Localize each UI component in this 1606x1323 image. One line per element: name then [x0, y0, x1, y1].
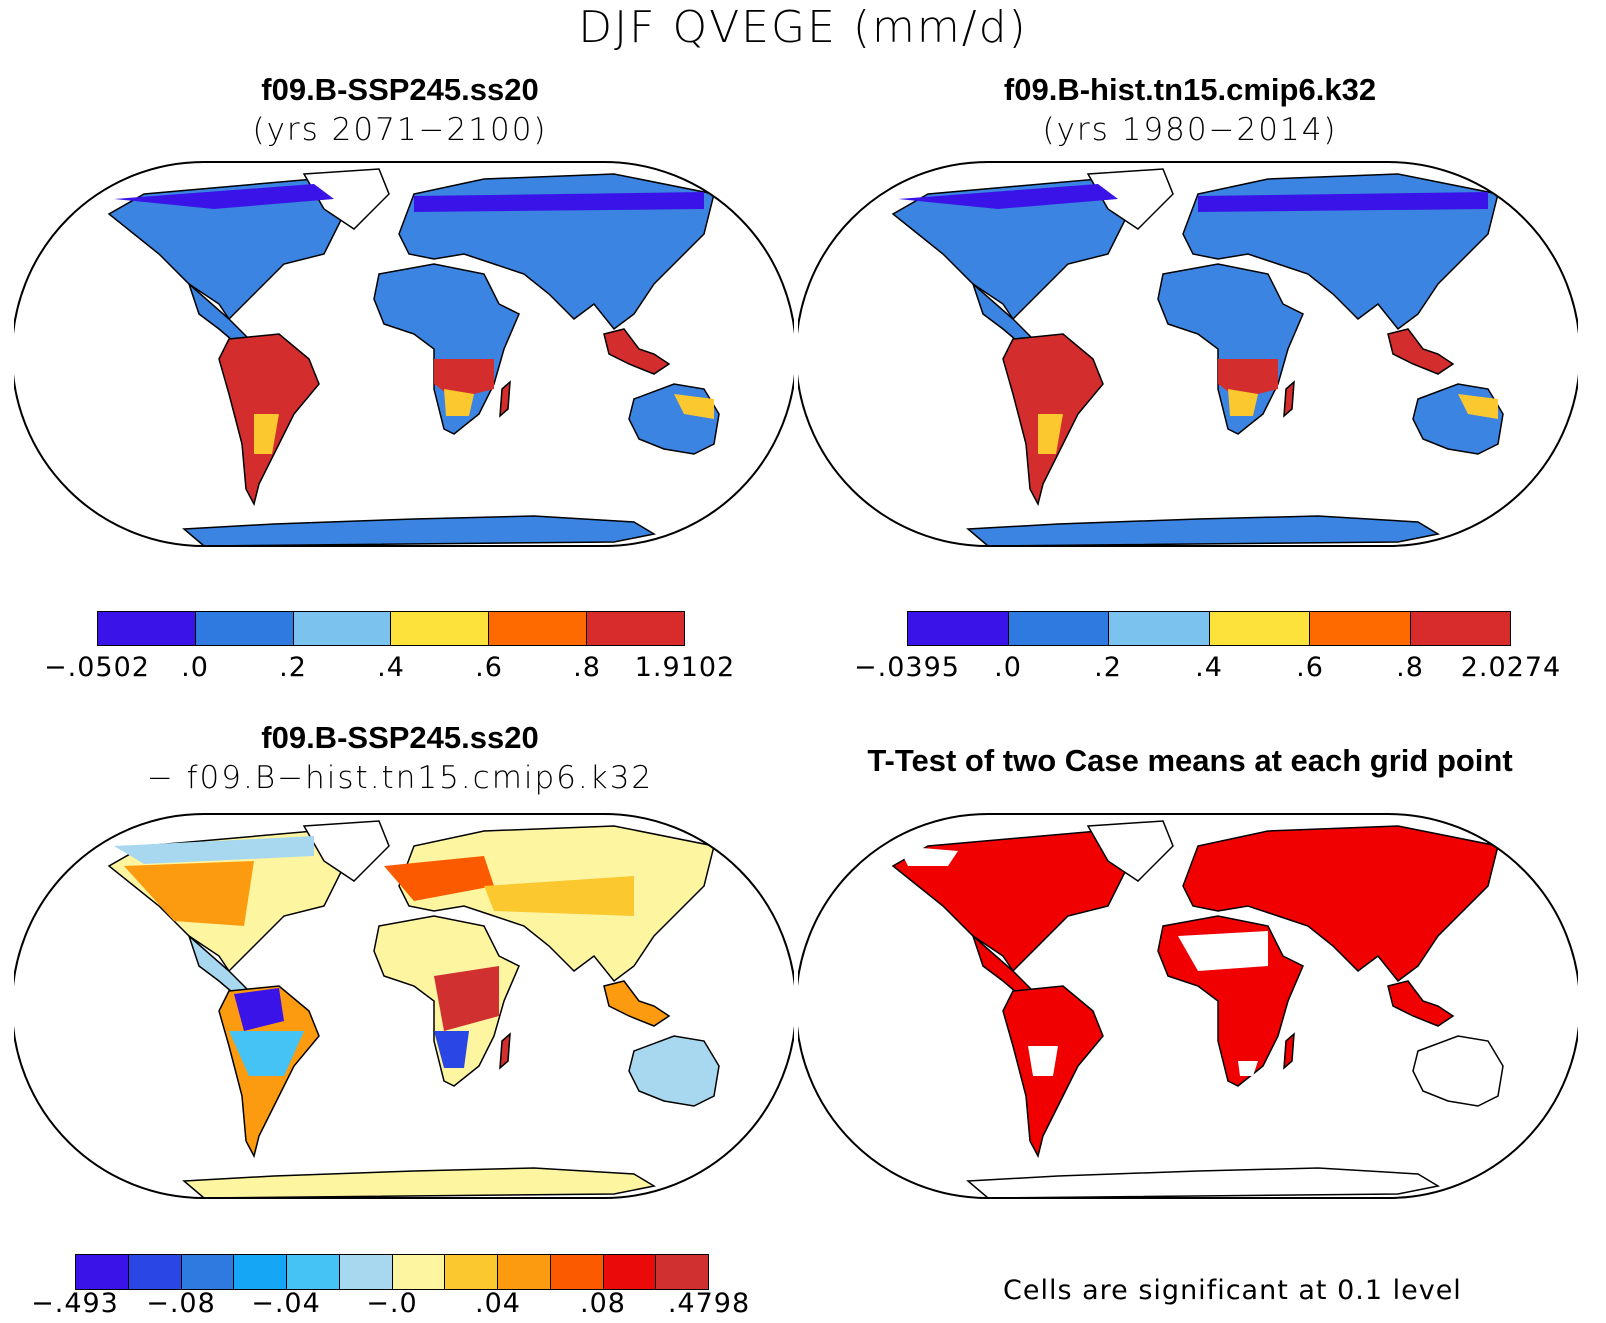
panel1-tick-6: .8 — [573, 652, 601, 683]
panel3-swatch-11 — [603, 1255, 657, 1289]
panel4-map — [798, 813, 1578, 1199]
panel1-tick-2: .0 — [181, 652, 209, 683]
panel3-tick-1: −.493 — [31, 1288, 119, 1319]
panel1-swatch-6 — [587, 612, 684, 645]
panel3-tick-3: −.04 — [251, 1288, 321, 1319]
panel3-subtitle: − f09.B−hist.tn15.cmip6.k32 — [146, 760, 654, 796]
panel1-swatch-2 — [195, 612, 294, 645]
panel2-tick-6: .8 — [1396, 652, 1424, 683]
panel3-tick-2: −.08 — [146, 1288, 216, 1319]
panel3-swatch-12 — [656, 1255, 708, 1289]
panel3-swatch-2 — [128, 1255, 182, 1289]
panel2-swatch-2 — [1008, 612, 1109, 645]
panel3-swatch-1 — [76, 1255, 129, 1289]
significance-note: Cells are significant at 0.1 level — [1003, 1275, 1462, 1306]
panel2-swatch-4 — [1209, 612, 1310, 645]
panel1-swatch-5 — [489, 612, 588, 645]
panel1-subtitle: (yrs 2071−2100) — [252, 112, 548, 148]
panel1-tick-1: −.0502 — [44, 652, 150, 683]
panel1-swatch-4 — [391, 612, 490, 645]
panel3-title: f09.B-SSP245.ss20 — [261, 720, 539, 755]
panel3-swatch-7 — [392, 1255, 446, 1289]
panel3-tick-5: .04 — [475, 1288, 521, 1319]
panel1-swatch-3 — [293, 612, 392, 645]
panel2-title: f09.B-hist.tn15.cmip6.k32 — [1003, 72, 1377, 107]
panel3-swatch-8 — [445, 1255, 498, 1289]
panel2-tick-1: −.0395 — [854, 652, 960, 683]
panel1-tick-4: .4 — [377, 652, 405, 683]
panel1-map — [14, 161, 794, 547]
panel2-tick-5: .6 — [1296, 652, 1324, 683]
panel2-swatch-1 — [908, 612, 1009, 645]
panel3-tick-6: .08 — [580, 1288, 626, 1319]
panel3-swatch-5 — [287, 1255, 340, 1289]
panel3-swatch-4 — [234, 1255, 287, 1289]
panel3-swatch-10 — [550, 1255, 604, 1289]
panel2-colorbar — [907, 611, 1511, 646]
panel2-swatch-6 — [1410, 612, 1510, 645]
panel2-tick-3: .2 — [1094, 652, 1122, 683]
panel1-title: f09.B-SSP245.ss20 — [261, 72, 539, 107]
panel2-tick-7: 2.0274 — [1460, 652, 1562, 683]
panel3-tick-4: −.0 — [366, 1288, 418, 1319]
panel3-swatch-3 — [181, 1255, 235, 1289]
panel1-tick-5: .6 — [475, 652, 503, 683]
panel4-title: T-Test of two Case means at each grid po… — [867, 743, 1513, 778]
panel3-swatch-6 — [339, 1255, 393, 1289]
panel2-subtitle: (yrs 1980−2014) — [1042, 112, 1338, 148]
figure-title: DJF QVEGE (mm/d) — [578, 2, 1028, 53]
panel1-tick-7: 1.9102 — [634, 652, 736, 683]
panel2-map — [798, 161, 1578, 547]
panel1-tick-3: .2 — [279, 652, 307, 683]
panel3-swatch-9 — [498, 1255, 551, 1289]
panel3-map — [14, 813, 794, 1199]
panel3-colorbar — [75, 1254, 709, 1290]
panel2-tick-4: .4 — [1195, 652, 1223, 683]
panel2-swatch-5 — [1310, 612, 1411, 645]
panel3-tick-7: .4798 — [667, 1288, 751, 1319]
panel1-swatch-1 — [98, 612, 196, 645]
panel2-swatch-3 — [1109, 612, 1210, 645]
panel1-colorbar — [97, 611, 685, 646]
panel2-tick-2: .0 — [994, 652, 1022, 683]
